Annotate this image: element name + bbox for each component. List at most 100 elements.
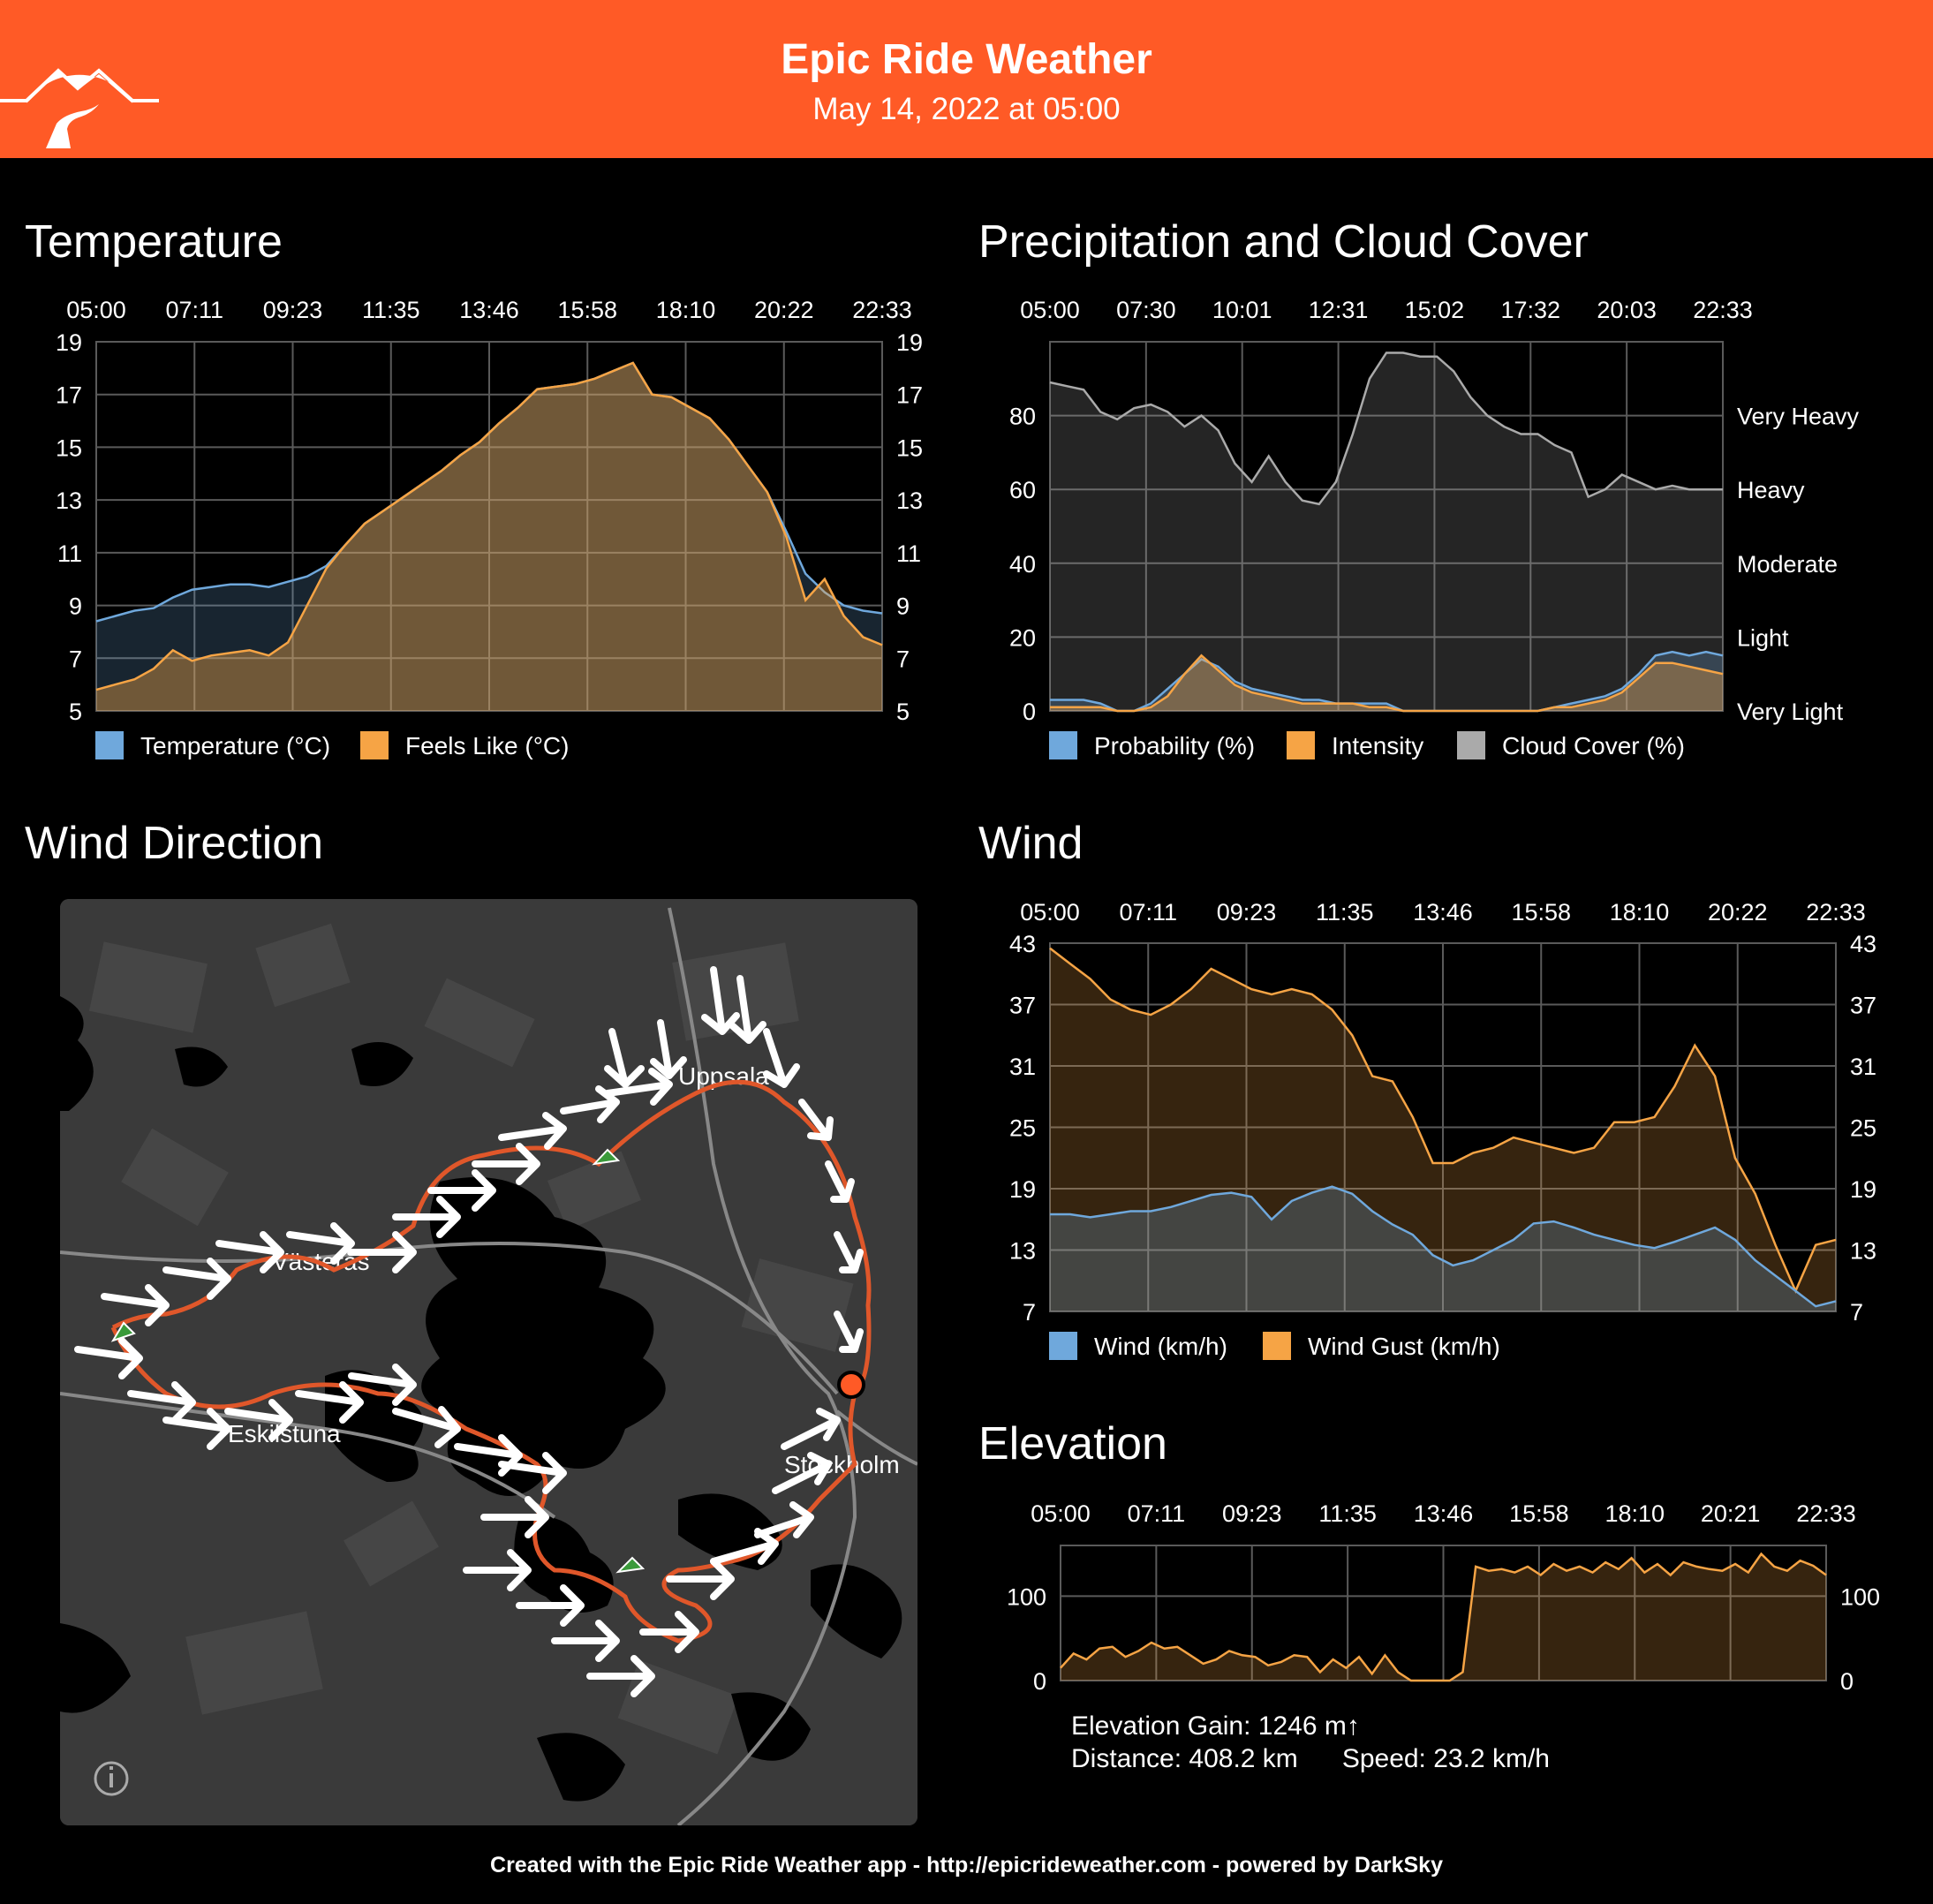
plot-border <box>95 341 883 712</box>
elevation-title: Elevation <box>978 1418 1167 1470</box>
legend-swatch <box>1457 731 1485 759</box>
y-tick-label-right: 13 <box>1850 1238 1876 1265</box>
y-tick-label: 13 <box>1009 1238 1036 1265</box>
legend-swatch <box>1049 1332 1077 1360</box>
series-area <box>1050 352 1723 711</box>
y-tick-label-right: 0 <box>1840 1668 1854 1695</box>
x-tick-label: 07:11 <box>1119 899 1177 926</box>
stats-gap <box>1298 1744 1342 1773</box>
x-tick-label: 11:35 <box>1316 899 1374 926</box>
x-tick-label: 05:00 <box>1020 899 1080 926</box>
x-tick-label: 22:33 <box>1796 1500 1856 1527</box>
intensity-level-label: Heavy <box>1737 477 1805 503</box>
x-tick-label: 05:00 <box>1020 297 1080 323</box>
x-tick-label: 05:00 <box>66 297 126 323</box>
intensity-level-label: Very Light <box>1737 699 1844 725</box>
mountain-road-logo-icon <box>0 68 159 148</box>
elevation-stats: Elevation Gain: 1246 m↑ Distance: 408.2 … <box>1071 1710 1550 1775</box>
legend-swatch <box>1287 731 1315 759</box>
route-start-marker[interactable] <box>837 1371 865 1399</box>
x-tick-label: 22:33 <box>1693 297 1753 323</box>
x-tick-label: 05:00 <box>1031 1500 1091 1527</box>
y-tick-label-right: 7 <box>896 646 910 672</box>
x-tick-label: 09:23 <box>1217 899 1277 926</box>
x-tick-label: 20:22 <box>1708 899 1768 926</box>
y-tick-label: 37 <box>1009 993 1036 1019</box>
temperature-chart: 05:00 07:11 09:23 11:35 13:46 15:58 18:10 20:22… <box>56 297 923 759</box>
series-area <box>96 362 882 711</box>
x-tick-label: 11:35 <box>1318 1500 1377 1527</box>
intensity-level-label: Light <box>1737 624 1789 651</box>
y-tick-label-right: 11 <box>896 540 921 567</box>
intensity-level-label: Moderate <box>1737 551 1838 578</box>
x-tick-label: 07:11 <box>165 297 223 323</box>
ride-date: May 14, 2022 at 05:00 <box>812 92 1121 126</box>
x-tick-label: 15:58 <box>1509 1500 1569 1527</box>
series-area <box>1050 1186 1836 1311</box>
y-tick-label: 20 <box>1009 624 1036 651</box>
y-tick-label: 60 <box>1009 477 1036 503</box>
series-area <box>1061 1553 1826 1681</box>
x-tick-label: 20:21 <box>1701 1500 1761 1527</box>
series-line <box>1050 650 1724 713</box>
series-area <box>1050 655 1723 711</box>
x-tick-label: 09:23 <box>1222 1500 1282 1527</box>
legend-label: Probability (%) <box>1094 732 1255 759</box>
plot-border <box>1049 942 1837 1312</box>
y-tick-label-right: 15 <box>896 434 923 461</box>
legend-label: Feels Like (°C) <box>405 732 569 759</box>
series-area <box>1050 948 1836 1311</box>
x-tick-label: 13:46 <box>1413 899 1473 926</box>
x-tick-label: 15:58 <box>557 297 617 323</box>
y-tick-label: 80 <box>1009 404 1036 430</box>
y-tick-label: 9 <box>69 593 82 620</box>
series-line <box>1050 654 1724 713</box>
y-tick-label: 31 <box>1009 1054 1036 1080</box>
legend-label: Cloud Cover (%) <box>1502 732 1685 759</box>
x-tick-label: 13:46 <box>459 297 519 323</box>
series-line <box>1050 1185 1837 1308</box>
precipitation-chart: 05:00 07:30 10:01 12:31 15:02 17:32 20:03 22:33… <box>1009 297 1860 759</box>
wind-chart: 05:00 07:11 09:23 11:35 13:46 15:58 18:10 20:22… <box>1009 899 1876 1360</box>
elevation-chart: 05:00 07:11 09:23 11:35 13:46 15:58 18:10 20:21… <box>1007 1500 1880 1695</box>
y-tick-label-right: 19 <box>1850 1176 1876 1203</box>
plot-border <box>1049 341 1724 712</box>
x-tick-label: 07:11 <box>1128 1500 1186 1527</box>
x-tick-label: 09:23 <box>263 297 323 323</box>
x-tick-label: 15:58 <box>1511 899 1571 926</box>
y-tick-label: 7 <box>69 646 82 672</box>
legend-label: Wind Gust (km/h) <box>1308 1333 1500 1360</box>
y-tick-label: 43 <box>1009 931 1036 957</box>
y-tick-label-right: 9 <box>896 593 910 620</box>
y-tick-label: 100 <box>1007 1583 1046 1610</box>
info-icon[interactable] <box>94 1761 129 1796</box>
x-tick-label: 18:10 <box>656 297 716 323</box>
y-tick-label-right: 7 <box>1850 1299 1863 1326</box>
x-tick-label: 11:35 <box>362 297 420 323</box>
y-tick-label-right: 43 <box>1850 931 1876 957</box>
y-tick-label: 19 <box>1009 1176 1036 1203</box>
legend-swatch <box>360 731 389 759</box>
y-tick-label-right: 37 <box>1850 993 1876 1019</box>
legend-swatch <box>95 731 124 759</box>
x-tick-label: 20:03 <box>1597 297 1657 323</box>
y-tick-label: 0 <box>1033 1668 1046 1695</box>
elevation-gain: Elevation Gain: 1246 m↑ <box>1071 1711 1360 1741</box>
wind-direction-map[interactable]: Uppsala Västerås Eskilstuna Stockholm <box>60 899 917 1825</box>
series-line <box>1060 1552 1827 1682</box>
x-tick-label: 20:22 <box>754 297 814 323</box>
y-tick-label: 11 <box>57 540 82 567</box>
precip-title: Precipitation and Cloud Cover <box>978 216 1589 268</box>
x-tick-label: 18:10 <box>1610 899 1670 926</box>
temperature-title: Temperature <box>25 216 283 268</box>
x-tick-label: 22:33 <box>852 297 912 323</box>
y-tick-label: 17 <box>56 382 82 409</box>
footer-credit: Created with the Epic Ride Weather app -… <box>490 1853 1443 1878</box>
green-direction-markers <box>110 1148 646 1574</box>
x-tick-label: 07:30 <box>1116 297 1176 323</box>
x-tick-label: 15:02 <box>1405 297 1465 323</box>
y-tick-label-right: 17 <box>896 382 923 409</box>
x-tick-label: 17:32 <box>1500 297 1560 323</box>
speed-text: Speed: 23.2 km/h <box>1341 1744 1550 1773</box>
header-bar: Epic Ride Weather May 14, 2022 at 05:00 <box>0 0 1933 158</box>
